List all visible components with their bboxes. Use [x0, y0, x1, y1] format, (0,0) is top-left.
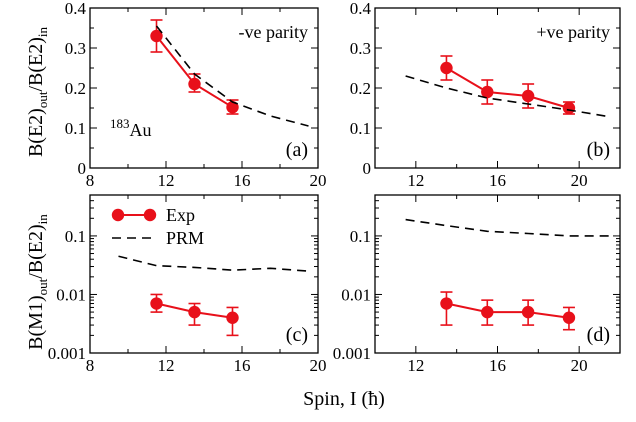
- ylabel-top-sub2: in: [35, 26, 50, 37]
- exp-line-d: [446, 302, 570, 319]
- prm-line-c: [118, 255, 309, 272]
- exp-point-c: [226, 311, 239, 324]
- x-tick-label-d: 20: [571, 356, 588, 375]
- prm-line-d: [405, 218, 610, 237]
- prm-line-b: [405, 75, 610, 118]
- ylabel-top: B(E2)out/B(E2)in: [25, 26, 50, 157]
- y-tick-label-b: 0.2: [350, 79, 371, 98]
- exp-point-a: [226, 101, 239, 114]
- exp-point-b: [440, 61, 453, 75]
- y-tick-label-b: 0.4: [350, 0, 372, 18]
- panel-label-b: (b): [587, 139, 610, 161]
- y-tick-label-d: 0.01: [341, 285, 371, 304]
- x-tick-label-c: 20: [310, 356, 327, 375]
- parity-annotation-b: +ve parity: [536, 22, 610, 42]
- ylabel-bottom: B(M1)out/B(E2)in: [25, 214, 50, 350]
- legend-prm-label: PRM: [166, 228, 204, 248]
- x-tick-label-c: 8: [86, 356, 95, 375]
- x-tick-label-b: 16: [489, 171, 506, 190]
- exp-point-c: [150, 297, 163, 310]
- panel-b: 12 16 20 0 0.1 0.2 0.3 0.4 (b) +ve parity: [350, 0, 621, 190]
- y-tick-label-a: 0.3: [65, 39, 86, 58]
- exp-line-a: [155, 35, 234, 109]
- y-tick-label-d: 0.1: [350, 227, 371, 246]
- y-tick-label-c: 0.001: [48, 344, 86, 363]
- nucleus-symbol: Au: [130, 120, 152, 140]
- x-tick-label-d: 12: [407, 356, 424, 375]
- panel-d: 12 16 20 0.001 0.01 0.1 (d): [333, 194, 621, 375]
- y-tick-label-c: 0.01: [56, 285, 86, 304]
- y-tick-label-a: 0: [78, 159, 87, 178]
- x-tick-label-b: 12: [407, 171, 424, 190]
- x-tick-label-c: 16: [234, 356, 251, 375]
- y-tick-label-b: 0.1: [350, 119, 371, 138]
- ylabel-bottom-sub1: out: [35, 278, 50, 295]
- panel-label-a: (a): [286, 139, 308, 161]
- legend-exp-marker: [143, 208, 157, 222]
- ylabel-bottom-sub2: in: [35, 214, 50, 225]
- exp-point-d: [481, 305, 494, 319]
- x-tick-label-a: 8: [86, 171, 95, 190]
- nucleus-label: 183Au: [110, 116, 152, 140]
- y-tick-label-c: 0.1: [65, 227, 86, 246]
- legend-exp-marker: [111, 208, 125, 222]
- exp-point-b: [481, 85, 494, 99]
- xlabel: Spin, I (ħ): [303, 388, 385, 410]
- panel-label-c: (c): [286, 324, 308, 346]
- parity-annotation-a: -ve parity: [239, 22, 308, 42]
- x-tick-label-a: 20: [310, 171, 327, 190]
- panel-c: 8 12 16 20 0.001 0.01 0.1 (c) Exp PRM: [48, 194, 327, 375]
- panel-a: 8 12 16 20 0 0.1 0.2 0.3 0.4 (a) -ve parity 183Au: [65, 0, 327, 190]
- plot-frame-d: [374, 194, 621, 354]
- exp-point-c: [188, 305, 201, 319]
- y-tick-label-a: 0.2: [65, 79, 86, 98]
- x-tick-label-a: 16: [234, 171, 251, 190]
- ylabel-top-sub1: out: [35, 91, 50, 108]
- prm-line-a: [155, 25, 309, 127]
- x-tick-label-d: 16: [489, 356, 506, 375]
- panel-label-d: (d): [587, 324, 610, 346]
- x-tick-label-a: 12: [158, 171, 175, 190]
- ylabel-bottom-mid: /B(E2): [25, 224, 47, 278]
- legend-exp-label: Exp: [166, 205, 195, 225]
- exp-point-d: [562, 311, 576, 324]
- exp-point-a: [150, 29, 163, 43]
- x-tick-label-c: 12: [158, 356, 175, 375]
- exp-point-d: [521, 305, 535, 319]
- exp-line-b: [445, 67, 570, 109]
- ylabel-top-main: B(E2): [25, 108, 47, 157]
- y-tick-label-b: 0: [363, 159, 372, 178]
- ylabel-top-mid: /B(E2): [25, 37, 47, 91]
- exp-point-b: [521, 89, 535, 103]
- y-tick-label-d: 0.001: [333, 344, 371, 363]
- plot-frame-c: [89, 194, 319, 354]
- nucleus-mass: 183: [110, 116, 130, 131]
- ylabel-bottom-main: B(M1): [25, 295, 47, 349]
- y-tick-label-b: 0.3: [350, 39, 371, 58]
- x-tick-label-b: 20: [571, 171, 588, 190]
- y-tick-label-a: 0.4: [65, 0, 87, 18]
- exp-point-b: [562, 101, 576, 115]
- exp-point-a: [188, 77, 201, 91]
- exp-point-d: [440, 297, 453, 310]
- y-tick-label-a: 0.1: [65, 119, 86, 138]
